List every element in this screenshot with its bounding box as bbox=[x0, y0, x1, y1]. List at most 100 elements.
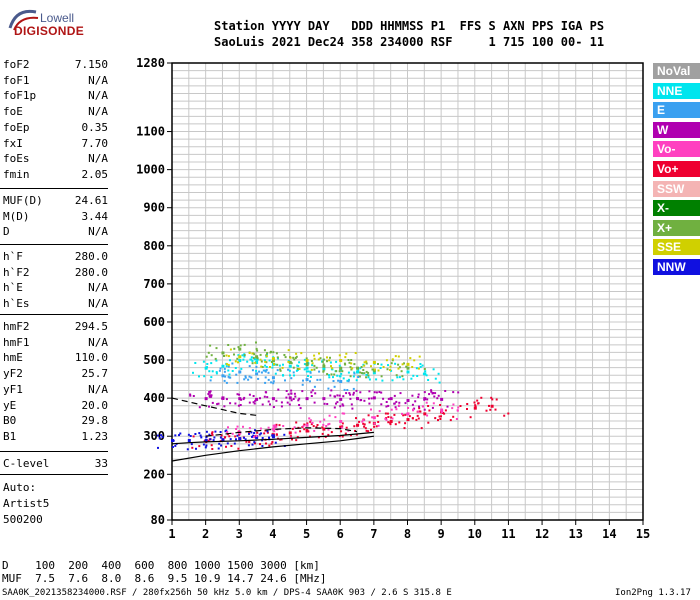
echo-point bbox=[335, 360, 338, 363]
echo-point bbox=[398, 421, 401, 424]
echo-point bbox=[209, 379, 212, 382]
echo-point bbox=[255, 358, 258, 361]
echo-point bbox=[271, 359, 275, 363]
echo-point bbox=[428, 409, 431, 412]
echo-point bbox=[243, 436, 245, 439]
echo-point bbox=[299, 407, 302, 410]
legend-item-vominus: Vo- bbox=[653, 141, 700, 158]
echo-point bbox=[332, 376, 334, 379]
echo-point bbox=[329, 394, 332, 397]
echo-point bbox=[419, 363, 422, 365]
echo-point bbox=[260, 432, 263, 435]
echo-point bbox=[412, 408, 414, 411]
echo-point bbox=[322, 364, 326, 368]
echo-point bbox=[277, 388, 280, 391]
profile-line bbox=[171, 431, 374, 445]
echo-point bbox=[384, 412, 387, 415]
echo-point bbox=[251, 435, 253, 438]
echo-point bbox=[270, 361, 273, 363]
echo-point bbox=[288, 431, 292, 435]
echo-point bbox=[385, 401, 388, 403]
echo-point bbox=[427, 379, 430, 381]
echo-point bbox=[380, 375, 383, 378]
echo-point bbox=[490, 396, 493, 399]
echo-point bbox=[344, 356, 347, 359]
echo-point bbox=[333, 385, 336, 388]
echo-point bbox=[209, 394, 212, 397]
echo-point bbox=[207, 351, 210, 354]
echo-point bbox=[363, 361, 366, 364]
echo-point bbox=[430, 390, 433, 393]
x-tick-label: 14 bbox=[602, 527, 616, 541]
echo-point bbox=[272, 351, 275, 354]
echo-point bbox=[270, 381, 273, 384]
param-name: hmF2 bbox=[3, 320, 30, 333]
echo-point bbox=[303, 358, 306, 361]
echo-point bbox=[423, 372, 427, 376]
echo-point bbox=[282, 363, 284, 366]
echo-point bbox=[338, 370, 341, 373]
echo-point bbox=[310, 423, 313, 426]
echo-point bbox=[219, 367, 222, 370]
echo-point bbox=[335, 402, 337, 405]
echo-point bbox=[198, 432, 201, 435]
echo-point bbox=[337, 379, 340, 382]
echo-point bbox=[330, 365, 332, 368]
echo-point bbox=[305, 378, 309, 382]
echo-point bbox=[404, 402, 407, 405]
echo-point bbox=[268, 444, 271, 447]
echo-point bbox=[390, 362, 393, 365]
echo-point bbox=[296, 436, 299, 438]
echo-point bbox=[432, 402, 435, 405]
echo-point bbox=[302, 425, 305, 428]
echo-point bbox=[328, 422, 331, 425]
footer-version: Ion2Png 1.3.17 bbox=[615, 588, 691, 598]
echo-point bbox=[473, 406, 477, 410]
y-tick-label: 1000 bbox=[136, 163, 165, 177]
echo-point bbox=[305, 429, 309, 433]
echo-point bbox=[252, 434, 255, 437]
echo-point bbox=[423, 368, 426, 370]
echo-point bbox=[334, 395, 336, 398]
echo-point bbox=[325, 425, 328, 427]
param-value: N/A bbox=[88, 73, 108, 87]
echo-point bbox=[234, 435, 237, 438]
echo-point bbox=[395, 374, 398, 377]
echo-point bbox=[229, 402, 232, 405]
echo-point bbox=[306, 361, 309, 364]
echo-point bbox=[250, 358, 253, 361]
echo-point bbox=[423, 408, 426, 411]
echo-point bbox=[300, 352, 303, 355]
echo-point bbox=[194, 433, 197, 435]
echo-point bbox=[203, 375, 206, 378]
legend-item-e: E bbox=[653, 102, 700, 119]
echo-point bbox=[336, 401, 339, 404]
echo-point bbox=[368, 421, 371, 424]
echo-point bbox=[234, 402, 237, 405]
echo-point bbox=[290, 392, 293, 395]
legend-item-nne: NNE bbox=[653, 82, 700, 99]
echo-point bbox=[387, 416, 390, 418]
echo-point bbox=[161, 436, 164, 438]
echo-point bbox=[253, 358, 256, 361]
echo-point bbox=[218, 369, 221, 372]
echo-point bbox=[322, 427, 326, 431]
echo-point bbox=[338, 394, 341, 397]
echo-point bbox=[362, 422, 365, 425]
echo-point bbox=[233, 442, 236, 445]
echo-point bbox=[406, 366, 410, 370]
echo-point bbox=[247, 444, 250, 447]
echo-point bbox=[372, 396, 376, 400]
echo-point bbox=[205, 436, 208, 439]
echo-point bbox=[252, 356, 255, 359]
echo-point bbox=[457, 391, 460, 394]
echo-point bbox=[387, 397, 390, 400]
echo-point bbox=[275, 433, 278, 436]
echo-point bbox=[236, 393, 239, 396]
echo-point bbox=[340, 372, 343, 375]
echo-point bbox=[488, 404, 490, 407]
echo-point bbox=[278, 424, 281, 427]
param-value: 294.5 bbox=[74, 320, 108, 333]
param-value: N/A bbox=[88, 281, 108, 295]
echo-point bbox=[342, 377, 345, 380]
